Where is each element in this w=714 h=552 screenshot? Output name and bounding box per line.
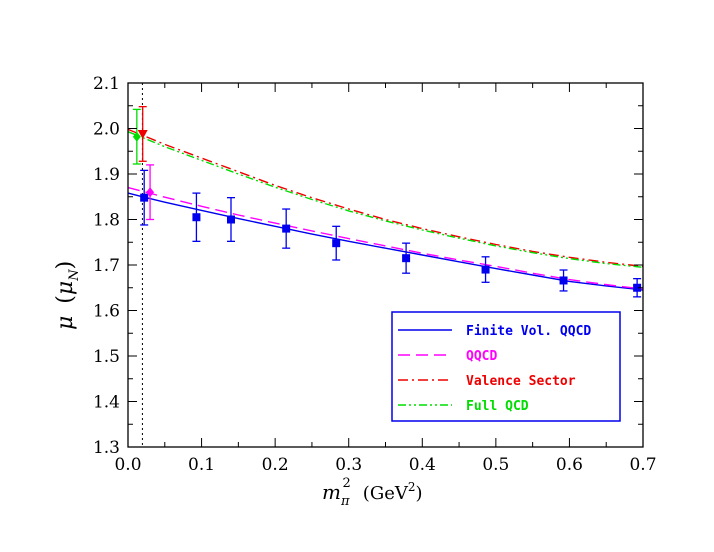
curve-2 <box>127 128 644 268</box>
legend-label-3: Full QCD <box>466 399 529 414</box>
y-tick-label-7: 2.0 <box>93 120 120 140</box>
legend-label-0: Finite Vol. QQCD <box>466 324 591 339</box>
y-axis-label: μ(μN) <box>53 261 82 330</box>
lattice-point-3 <box>282 224 291 233</box>
lattice-point-8 <box>633 283 642 292</box>
lattice-point-0 <box>140 193 149 202</box>
y-tick-label-1: 1.4 <box>93 393 120 413</box>
y-tick-label-6: 1.9 <box>93 165 120 185</box>
lattice-point-7 <box>559 276 568 285</box>
x-tick-label-4: 0.4 <box>409 455 436 475</box>
legend-label-2: Valence Sector <box>466 374 576 389</box>
axis-ticks: 0.0 0.1 0.2 0.3 0.4 0.5 0.6 0.7 1.3 1.4 1.5 1.6 1.7 1… <box>93 74 657 475</box>
x-tick-label-7: 0.7 <box>629 455 656 475</box>
legend: Finite Vol. QQCD QQCD Valence Sector Full Q… <box>391 311 621 422</box>
curve-3 <box>127 131 644 268</box>
lattice-point-5 <box>402 254 411 263</box>
extrapolated-point-1 <box>132 131 141 142</box>
data-points <box>132 106 642 298</box>
x-tick-label-5: 0.5 <box>482 455 509 475</box>
x-tick-label-1: 0.1 <box>188 455 215 475</box>
y-tick-label-5: 1.8 <box>93 211 120 231</box>
x-tick-label-6: 0.6 <box>556 455 583 475</box>
lattice-point-1 <box>192 213 201 222</box>
extrapolated-point-0 <box>146 187 155 198</box>
y-tick-label-0: 1.3 <box>93 438 120 458</box>
curve-0 <box>127 192 644 291</box>
model-curves <box>127 128 644 291</box>
y-tick-label-3: 1.6 <box>93 302 120 322</box>
curve-1 <box>127 186 644 290</box>
x-tick-label-3: 0.3 <box>335 455 362 475</box>
lattice-point-4 <box>332 239 341 248</box>
x-tick-label-0: 0.0 <box>114 455 141 475</box>
y-tick-label-8: 2.1 <box>93 74 120 94</box>
extrapolated-point-2 <box>137 129 148 139</box>
x-axis-label: mπ2 (GeV2) <box>322 476 423 509</box>
y-tick-label-2: 1.5 <box>93 347 120 367</box>
legend-label-1: QQCD <box>466 349 497 364</box>
lattice-point-2 <box>227 215 235 224</box>
y-tick-label-4: 1.7 <box>93 256 120 276</box>
lattice-point-6 <box>481 265 490 274</box>
x-tick-label-2: 0.2 <box>262 455 289 475</box>
